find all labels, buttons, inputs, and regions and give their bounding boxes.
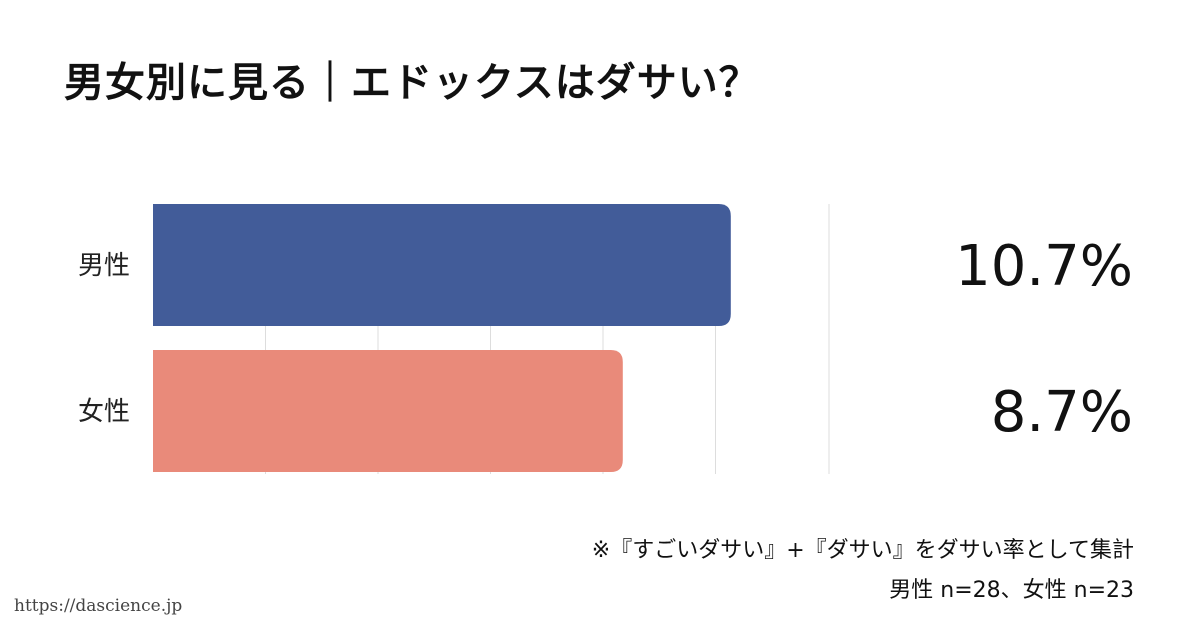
- value-label: 8.7%: [991, 380, 1133, 445]
- bar-male: [153, 204, 731, 326]
- chart-title: 男女別に見る｜エドックスはダサい？: [64, 60, 760, 106]
- bar-female: [153, 350, 623, 472]
- source-url: https://dascience.jp: [14, 596, 183, 616]
- category-label: 男性: [78, 251, 130, 281]
- category-label: 女性: [78, 397, 130, 427]
- bars: [153, 204, 731, 472]
- note-method: ※『すごいダサい』+『ダサい』をダサい率として集計: [591, 538, 1134, 563]
- note-sample-size: 男性 n=28、女性 n=23: [889, 578, 1134, 603]
- value-label: 10.7%: [955, 234, 1133, 299]
- value-labels: 10.7% 8.7%: [955, 234, 1133, 445]
